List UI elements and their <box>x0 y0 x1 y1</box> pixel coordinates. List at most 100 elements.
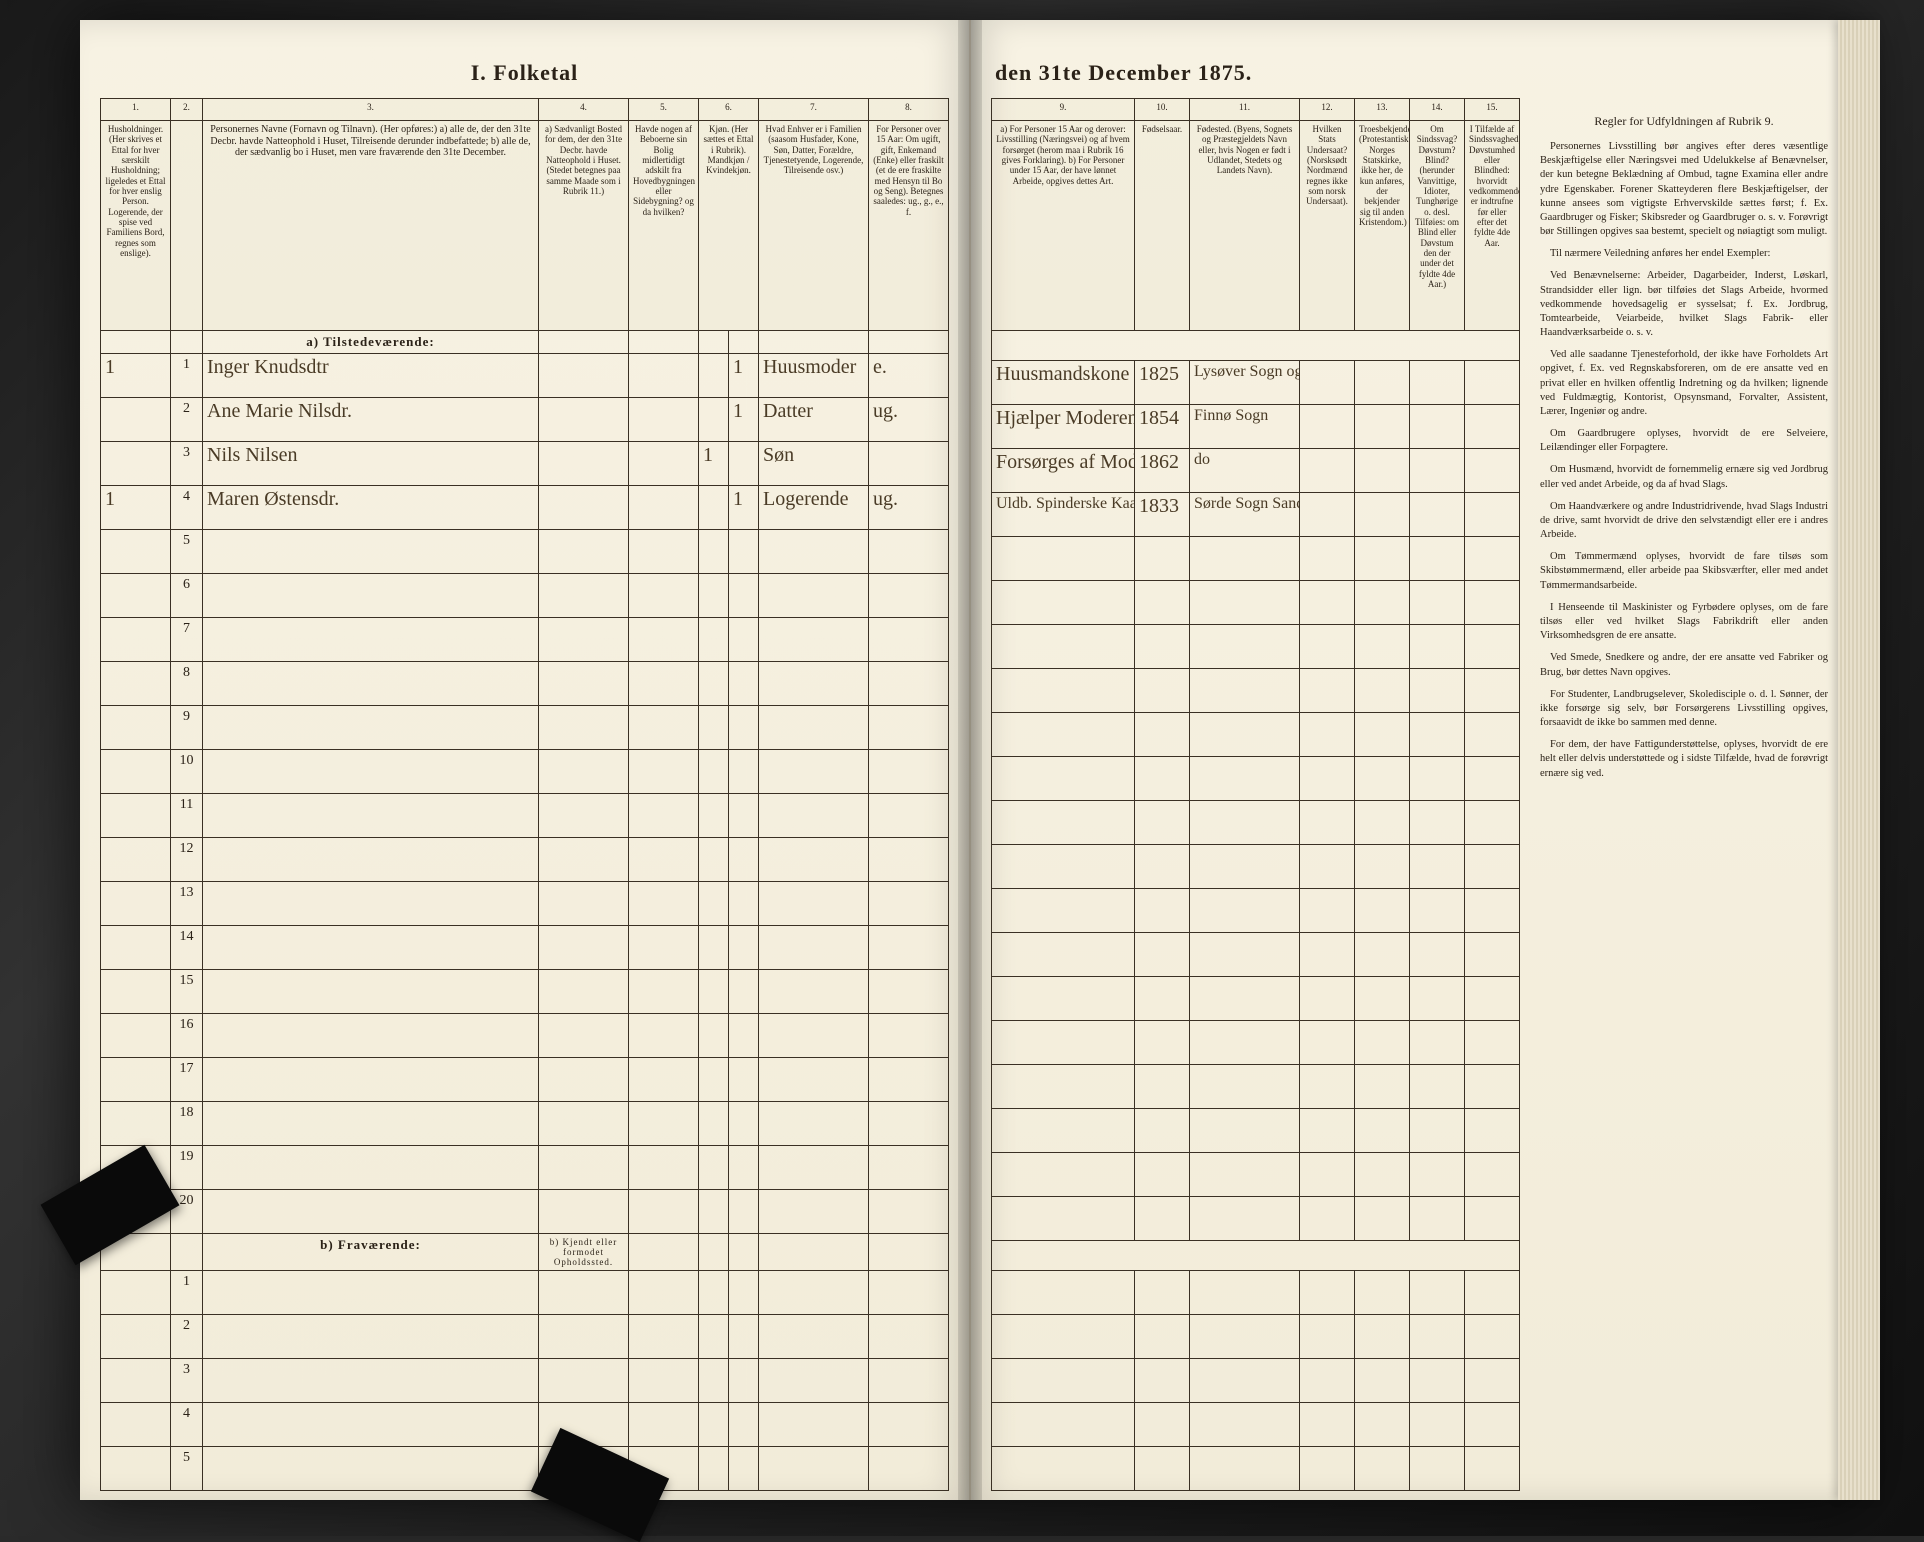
instr-para: Ved alle saadanne Tjenesteforhold, der i… <box>1540 348 1828 419</box>
table-row <box>992 757 1520 801</box>
table-row: 20 <box>101 1190 949 1234</box>
cell-name: Inger Knudsdtr <box>203 354 539 398</box>
instr-para: Om Gaardbrugere oplyses, hvorvidt de ere… <box>1540 427 1828 455</box>
table-row <box>992 801 1520 845</box>
table-row <box>992 933 1520 977</box>
page-stack-edge <box>1838 20 1880 1500</box>
colnum-15: 15. <box>1465 99 1520 121</box>
table-row: 13 <box>101 882 949 926</box>
table-row <box>992 537 1520 581</box>
cell-sex-m <box>699 354 729 398</box>
table-row: 3 Nils Nilsen 1 Søn <box>101 442 949 486</box>
section-b-text: b) Fraværende: <box>203 1234 539 1271</box>
cell-hh: 1 <box>101 354 171 398</box>
cell-rownum: 1 <box>171 354 203 398</box>
colnum-9: 9. <box>992 99 1135 121</box>
table-row: 7 <box>101 618 949 662</box>
instr-para: Om Tømmermænd oplyses, hvorvidt de fare … <box>1540 550 1828 593</box>
table-row <box>992 1447 1520 1491</box>
table-row <box>992 1197 1520 1241</box>
table-row: 12 <box>101 838 949 882</box>
table-row: 4 <box>101 1403 949 1447</box>
instr-para: Om Haandværkere og andre Industridrivend… <box>1540 500 1828 543</box>
instr-para: For Studenter, Landbrugselever, Skoledis… <box>1540 688 1828 731</box>
hdr-14: Om Sindssvag? Døvstum? Blind? (herunder … <box>1410 121 1465 331</box>
column-number-row: 9. 10. 11. 12. 13. 14. 15. <box>992 99 1520 121</box>
hdr-3: Personernes Navne (Fornavn og Tilnavn). … <box>203 121 539 331</box>
section-b-label: b) Fraværende: b) Kjendt eller formodet … <box>101 1234 949 1271</box>
colnum-12: 12. <box>1300 99 1355 121</box>
colnum-6: 6. <box>699 99 759 121</box>
table-row <box>992 625 1520 669</box>
table-row: Huusmandskone 1825 Lysøver Sogn og Prstg… <box>992 361 1520 405</box>
table-row: 19 <box>101 1146 949 1190</box>
cell-occ: Huusmandskone <box>992 361 1135 405</box>
section-b-spacer <box>992 1241 1520 1271</box>
hdr-9: a) For Personer 15 Aar og derover: Livss… <box>992 121 1135 331</box>
hdr-2 <box>171 121 203 331</box>
hdr-6: Kjøn. (Her sættes et Ettal i Rubrik). Ma… <box>699 121 759 331</box>
table-row: 15 <box>101 970 949 1014</box>
hdr-12: Hvilken Stats Undersaat? (Norsksødt Nord… <box>1300 121 1355 331</box>
table-row <box>992 1315 1520 1359</box>
cell-place: Lysøver Sogn og Prstgj. <box>1190 361 1300 405</box>
colnum-1: 1. <box>101 99 171 121</box>
table-row: 17 <box>101 1058 949 1102</box>
page-title-left: I. Folketal <box>100 60 949 86</box>
cell-year: 1825 <box>1135 361 1190 405</box>
table-row: Uldb. Spinderske Kaarm. 1833 Sørde Sogn … <box>992 493 1520 537</box>
right-page: den 31te December 1875. 9. 10. 11. 12. 1… <box>971 20 1860 1500</box>
table-row: 16 <box>101 1014 949 1058</box>
table-row <box>992 889 1520 933</box>
colnum-2: 2. <box>171 99 203 121</box>
hdr-11: Fødested. (Byens, Sognets og Præstegjeld… <box>1190 121 1300 331</box>
section-b-note: b) Kjendt eller formodet Opholdssted. <box>539 1234 629 1271</box>
header-row-right: a) For Personer 15 Aar og derover: Livss… <box>992 121 1520 331</box>
cell-sex-f: 1 <box>729 354 759 398</box>
section-a-text: a) Tilstedeværende: <box>203 331 539 354</box>
colnum-4: 4. <box>539 99 629 121</box>
instr-para: Ved Smede, Snedkere og andre, der ere an… <box>1540 651 1828 679</box>
table-row: 18 <box>101 1102 949 1146</box>
table-row: 5 <box>101 1447 949 1491</box>
colnum-5: 5. <box>629 99 699 121</box>
table-row: 1 <box>101 1271 949 1315</box>
hdr-8: For Personer over 15 Aar: Om ugift, gift… <box>869 121 949 331</box>
table-row: Forsørges af Mod. 1862 do <box>992 449 1520 493</box>
hdr-1: Husholdninger. (Her skrives et Ettal for… <box>101 121 171 331</box>
instr-para: I Henseende til Maskinister og Fyrbødere… <box>1540 601 1828 644</box>
table-row: 3 <box>101 1359 949 1403</box>
table-row: 2 <box>101 1315 949 1359</box>
table-row <box>992 1403 1520 1447</box>
colnum-13: 13. <box>1355 99 1410 121</box>
colnum-10: 10. <box>1135 99 1190 121</box>
table-row: 1 4 Maren Østensdr. 1 Logerende ug. <box>101 486 949 530</box>
table-row: 9 <box>101 706 949 750</box>
table-row: 14 <box>101 926 949 970</box>
hdr-5: Havde nogen af Beboerne sin Bolig midler… <box>629 121 699 331</box>
instr-para: For dem, der have Fattigunderstøttelse, … <box>1540 738 1828 781</box>
instr-para: Til nærmere Veiledning anføres her endel… <box>1540 247 1828 261</box>
colnum-7: 7. <box>759 99 869 121</box>
table-row: 6 <box>101 574 949 618</box>
table-row: 8 <box>101 662 949 706</box>
table-row <box>992 845 1520 889</box>
table-row <box>992 1065 1520 1109</box>
hdr-7: Hvad Enhver er i Familien (saasom Husfad… <box>759 121 869 331</box>
table-row <box>992 713 1520 757</box>
colnum-11: 11. <box>1190 99 1300 121</box>
table-row <box>992 1359 1520 1403</box>
colnum-3: 3. <box>203 99 539 121</box>
page-title-right: den 31te December 1875. <box>991 60 1840 86</box>
header-row-left: Husholdninger. (Her skrives et Ettal for… <box>101 121 949 331</box>
instr-para: Personernes Livsstilling bør angives eft… <box>1540 140 1828 239</box>
table-row: Hjælper Moderen 1854 Finnø Sogn <box>992 405 1520 449</box>
table-row <box>992 669 1520 713</box>
instructions-heading: Regler for Udfyldningen af Rubrik 9. <box>1540 112 1828 130</box>
open-book: I. Folketal 1. 2. 3. 4. 5. 6. 7. 8. Hush… <box>80 20 1860 1500</box>
hdr-13: Troesbekjendelse. (Protestantisk Norges … <box>1355 121 1410 331</box>
table-row <box>992 581 1520 625</box>
census-table-right: 9. 10. 11. 12. 13. 14. 15. a) For Person… <box>991 98 1520 1491</box>
table-row <box>992 1271 1520 1315</box>
table-row: 10 <box>101 750 949 794</box>
